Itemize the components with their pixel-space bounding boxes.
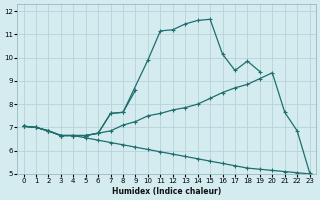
X-axis label: Humidex (Indice chaleur): Humidex (Indice chaleur) [112,187,221,196]
